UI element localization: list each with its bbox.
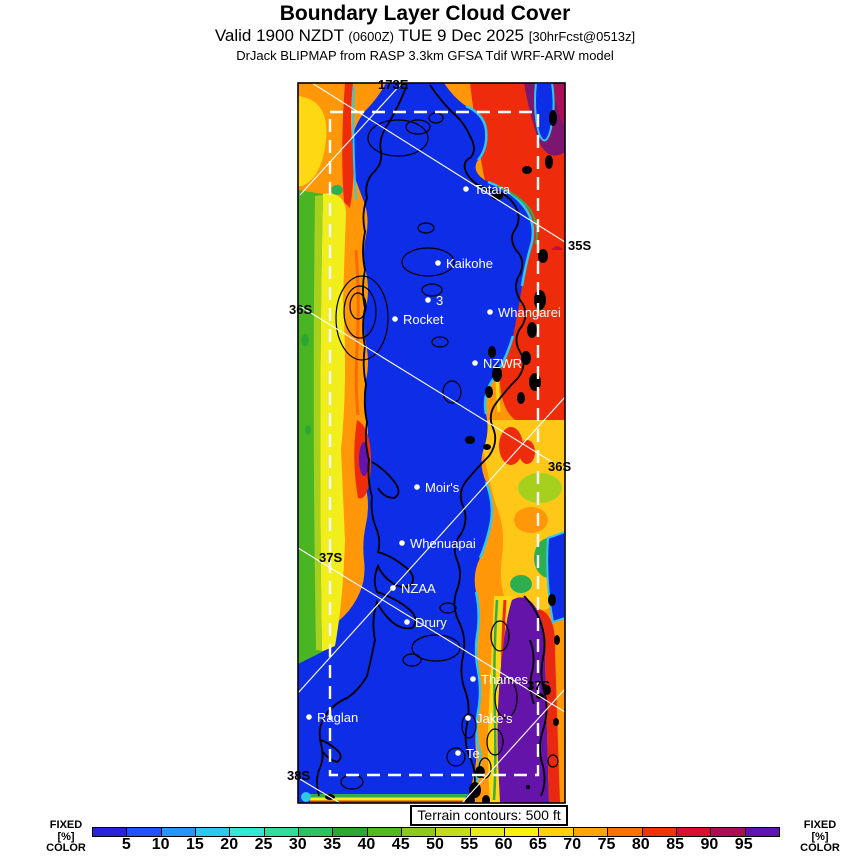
colorbar-segment bbox=[744, 828, 779, 836]
location-dot bbox=[414, 484, 420, 490]
colorbar-tick: 60 bbox=[494, 836, 513, 853]
colorbar-tick: 50 bbox=[426, 836, 444, 853]
colorbar-segment bbox=[263, 828, 299, 836]
location-dot bbox=[472, 360, 478, 366]
colorbar-segment bbox=[298, 828, 333, 836]
location-label: Jake's bbox=[476, 711, 513, 726]
location-dot bbox=[306, 714, 312, 720]
location-label: Drury bbox=[415, 615, 447, 630]
model-info-line: DrJack BLIPMAP from RASP 3.3km GFSA Tdif… bbox=[236, 48, 614, 63]
colorbar-segment bbox=[504, 828, 539, 836]
colorbar-tick: 10 bbox=[151, 836, 170, 853]
map-frame bbox=[297, 82, 566, 804]
valid-time-line: Valid 1900 NZDT (0600Z) TUE 9 Dec 2025 [… bbox=[0, 26, 850, 46]
colorbar-tick: 75 bbox=[597, 836, 616, 853]
colorbar-tick: 35 bbox=[323, 836, 341, 853]
colorbar-segment bbox=[332, 828, 367, 836]
colorbar-tick: 20 bbox=[220, 836, 239, 853]
colorbar-tick: 25 bbox=[254, 836, 273, 853]
grid-label: 36S bbox=[548, 459, 571, 474]
colorbar-segment bbox=[641, 828, 676, 836]
colorbar-segment bbox=[675, 828, 711, 836]
forecast-run-tag: [30hrFcst@0513z] bbox=[528, 29, 636, 44]
colorbar-segment bbox=[229, 828, 264, 836]
colorbar-unit-label-left: FIXED [%] COLOR bbox=[30, 819, 102, 855]
location-markers: Totara Kaikohe 3 Rocket Whangarei NZWR Moir's W… bbox=[306, 182, 561, 761]
location-label: NZWR bbox=[483, 356, 522, 371]
colorbar-tick: 70 bbox=[563, 836, 582, 853]
colorbar-tick: 95 bbox=[734, 836, 753, 853]
page-title: Boundary Layer Cloud Cover bbox=[279, 2, 571, 25]
colorbar-tick: 85 bbox=[666, 836, 684, 853]
colorbar-segment bbox=[160, 828, 196, 836]
location-dot bbox=[425, 297, 431, 303]
colorbar-segment bbox=[435, 828, 470, 836]
grid-label: 38S bbox=[287, 768, 310, 783]
location-label: Rocket bbox=[403, 312, 444, 327]
colorbar-segment bbox=[195, 828, 230, 836]
fixed-label: FIXED bbox=[49, 819, 83, 831]
colorbar-tick: 40 bbox=[357, 836, 376, 853]
colorbar-segment bbox=[710, 828, 745, 836]
colorbar-tick: 5 bbox=[121, 836, 131, 853]
latlon-grid-lines bbox=[298, 83, 565, 803]
location-label: Kaikohe bbox=[446, 256, 493, 271]
colorbar-segment bbox=[401, 828, 436, 836]
location-dot bbox=[463, 186, 469, 192]
colorbar-tick: 45 bbox=[391, 836, 410, 853]
inner-domain-box bbox=[328, 110, 540, 777]
colorbar-segment bbox=[469, 828, 505, 836]
grid-label: 173E bbox=[378, 77, 409, 92]
percent-label: [%] bbox=[811, 830, 829, 843]
colorbar-tick: 80 bbox=[631, 836, 650, 853]
island-specks bbox=[325, 110, 560, 803]
colorbar bbox=[92, 827, 780, 837]
percent-label: [%] bbox=[57, 830, 75, 843]
location-dot bbox=[435, 260, 441, 266]
colorbar-tick: 15 bbox=[185, 836, 204, 853]
location-label: 3 bbox=[436, 293, 443, 308]
location-dot bbox=[455, 750, 461, 756]
location-label: Moir's bbox=[425, 480, 460, 495]
location-dot bbox=[390, 585, 396, 591]
location-label: Thames bbox=[481, 672, 528, 687]
valid-time-utc: (0600Z) bbox=[348, 29, 394, 44]
grid-labels: 173E 35S 36S 36S 37S 37S 38S bbox=[287, 77, 591, 783]
location-dot bbox=[470, 676, 476, 682]
colorbar-segment bbox=[572, 828, 608, 836]
grid-label: 37S bbox=[527, 678, 550, 693]
color-label: COLOR bbox=[46, 842, 86, 854]
location-dot bbox=[399, 540, 405, 546]
valid-time-date: TUE 9 Dec 2025 bbox=[393, 26, 529, 45]
grid-label: 36S bbox=[289, 302, 312, 317]
colorbar-segment bbox=[538, 828, 573, 836]
location-label: Te bbox=[466, 746, 480, 761]
colorbar-segment bbox=[607, 828, 642, 836]
colorbar-tick: 55 bbox=[460, 836, 479, 853]
location-label: NZAA bbox=[401, 581, 436, 596]
valid-time-main: Valid 1900 NZDT bbox=[214, 26, 349, 45]
colorbar-segment bbox=[126, 828, 161, 836]
location-dot bbox=[404, 619, 410, 625]
location-label: Totara bbox=[474, 182, 511, 197]
location-dot bbox=[487, 309, 493, 315]
colorbar-tick: 65 bbox=[528, 836, 547, 853]
map-color-field bbox=[298, 83, 565, 803]
colorbar-segment bbox=[93, 828, 127, 836]
colorbar-segment bbox=[366, 828, 402, 836]
grid-label: 37S bbox=[319, 550, 342, 565]
colorbar-tick: 90 bbox=[700, 836, 719, 853]
location-label: Whangarei bbox=[498, 305, 561, 320]
colorbar-unit-label-right: FIXED [%] COLOR bbox=[784, 819, 850, 855]
terrain-contours-note: Terrain contours: 500 ft bbox=[410, 805, 568, 826]
location-label: Whenuapai bbox=[410, 536, 476, 551]
color-label: COLOR bbox=[800, 842, 840, 854]
fixed-label: FIXED bbox=[803, 819, 837, 831]
location-dot bbox=[465, 715, 471, 721]
location-label: Raglan bbox=[317, 710, 358, 725]
location-dot bbox=[392, 316, 398, 322]
colorbar-tick: 30 bbox=[288, 836, 307, 853]
grid-label: 35S bbox=[568, 238, 591, 253]
